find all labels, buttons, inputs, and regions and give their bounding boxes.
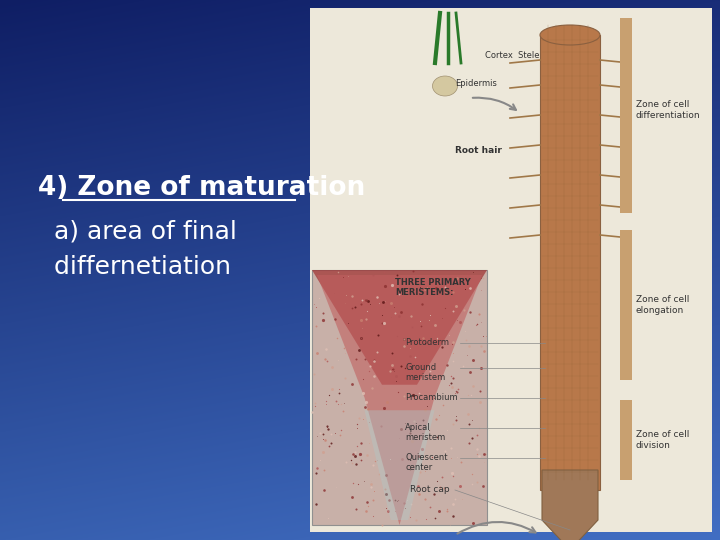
Text: Zone of cell
division: Zone of cell division	[636, 430, 689, 450]
FancyBboxPatch shape	[620, 230, 632, 380]
Polygon shape	[364, 410, 434, 520]
Text: Zone of cell
elongation: Zone of cell elongation	[636, 295, 689, 315]
Text: Protoderm: Protoderm	[405, 338, 449, 347]
Text: Zone of cell
differentiation: Zone of cell differentiation	[636, 100, 701, 120]
Text: Quiescent
center: Quiescent center	[405, 453, 448, 472]
Text: Ground
meristem: Ground meristem	[405, 363, 445, 382]
Text: differnetiation: differnetiation	[38, 255, 231, 279]
Text: a) area of final: a) area of final	[38, 220, 237, 244]
Ellipse shape	[540, 25, 600, 45]
Ellipse shape	[433, 76, 457, 96]
Text: Root hair: Root hair	[455, 146, 502, 155]
Text: Cortex  Stele: Cortex Stele	[485, 51, 539, 60]
Polygon shape	[312, 270, 487, 384]
FancyBboxPatch shape	[540, 35, 600, 490]
Polygon shape	[317, 275, 482, 525]
Text: Procambium: Procambium	[405, 393, 458, 402]
Text: Root cap: Root cap	[410, 485, 449, 495]
Text: Epidermis: Epidermis	[455, 79, 497, 88]
Polygon shape	[542, 470, 598, 540]
FancyBboxPatch shape	[620, 400, 632, 480]
FancyBboxPatch shape	[620, 18, 632, 213]
Text: 4) Zone of maturation: 4) Zone of maturation	[38, 175, 365, 201]
Text: THREE PRIMARY
MERISTEMS:: THREE PRIMARY MERISTEMS:	[395, 278, 471, 298]
FancyBboxPatch shape	[312, 270, 487, 525]
Text: Apical
meristem: Apical meristem	[405, 423, 445, 442]
FancyBboxPatch shape	[310, 8, 712, 532]
